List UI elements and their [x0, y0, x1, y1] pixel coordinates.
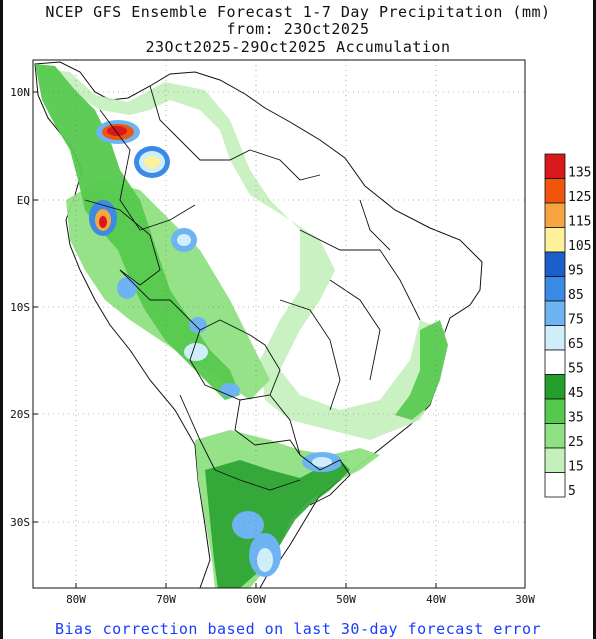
precip-coast-east: [395, 320, 448, 420]
window-frame-right: [593, 0, 596, 639]
lon-label-40w: 40W: [426, 593, 446, 606]
precip-core-argentina-a: [232, 511, 264, 539]
legend-swatch-65: [544, 325, 566, 351]
lon-label-80w: 80W: [66, 593, 86, 606]
legend-swatch-35: [544, 398, 566, 424]
lat-label-10n: 10N: [10, 86, 30, 99]
legend-swatch-75: [544, 300, 566, 326]
legend-swatch-95: [544, 251, 566, 277]
legend-swatch-5: [544, 472, 566, 498]
precip-core-bolivia-c: [220, 383, 240, 397]
legend-swatch-25: [544, 423, 566, 449]
graticule: [33, 60, 525, 588]
legend-swatch-55: [544, 349, 566, 375]
axis-ticks: [33, 91, 526, 588]
map-accumulation-period: 23Oct2025-29Oct2025 Accumulation: [145, 38, 451, 56]
legend-label-85: 85: [568, 288, 584, 303]
plot-border: [32, 59, 526, 589]
lat-label-30s: 30S: [10, 516, 30, 529]
legend-swatch-135: [544, 153, 566, 179]
legend-label-75: 75: [568, 313, 584, 328]
legend-label-35: 35: [568, 411, 584, 426]
legend-swatch-115: [544, 202, 566, 228]
map-forecast-date: from: 23Oct2025: [226, 20, 370, 38]
precip-core-bolivia-b: [184, 343, 208, 361]
legend-swatch-105: [544, 227, 566, 253]
lon-label-70w: 70W: [156, 593, 176, 606]
legend-label-25: 25: [568, 435, 584, 450]
legend-label-5: 5: [568, 484, 576, 499]
legend-label-15: 15: [568, 460, 584, 475]
legend-label-135: 135: [568, 166, 591, 181]
precip-core-argentina-b-center: [257, 548, 273, 572]
window-frame-left: [0, 0, 3, 639]
precipitation-legend: 135 125 115 105 95 85 75 65 55 45 35 25 15 5: [544, 153, 591, 499]
precip-core-venezuela-inner: [144, 156, 160, 168]
map-title: NCEP GFS Ensemble Forecast 1-7 Day Preci…: [45, 3, 551, 21]
map-content: [33, 60, 525, 588]
lon-label-50w: 50W: [336, 593, 356, 606]
legend-label-95: 95: [568, 264, 584, 279]
lon-label-60w: 60W: [246, 593, 266, 606]
legend-swatch-15: [544, 447, 566, 473]
legend-label-45: 45: [568, 386, 584, 401]
precip-25-35-andes: [35, 64, 240, 400]
lon-label-30w: 30W: [515, 593, 535, 606]
lat-label-20s: 20S: [10, 408, 30, 421]
legend-label-115: 115: [568, 215, 591, 230]
precip-south-heavy: [205, 460, 350, 588]
precip-core-amazon-a-center: [177, 234, 191, 246]
legend-label-65: 65: [568, 337, 584, 352]
precip-core-parana-center: [312, 457, 332, 467]
lat-label-eq: EQ: [17, 194, 30, 207]
legend-label-125: 125: [568, 190, 591, 205]
legend-label-55: 55: [568, 362, 584, 377]
precip-core-ecuador-inner: [99, 216, 107, 228]
legend-label-105: 105: [568, 239, 591, 254]
bias-correction-note: Bias correction based on last 30-day for…: [54, 620, 542, 638]
lat-label-10s: 10S: [10, 301, 30, 314]
precip-core-colombia-inner: [107, 126, 127, 136]
country-borders: [84, 85, 421, 506]
precip-core-bolivia-a: [189, 317, 207, 333]
legend-swatch-45: [544, 374, 566, 400]
legend-swatch-85: [544, 276, 566, 302]
legend-swatch-125: [544, 178, 566, 204]
